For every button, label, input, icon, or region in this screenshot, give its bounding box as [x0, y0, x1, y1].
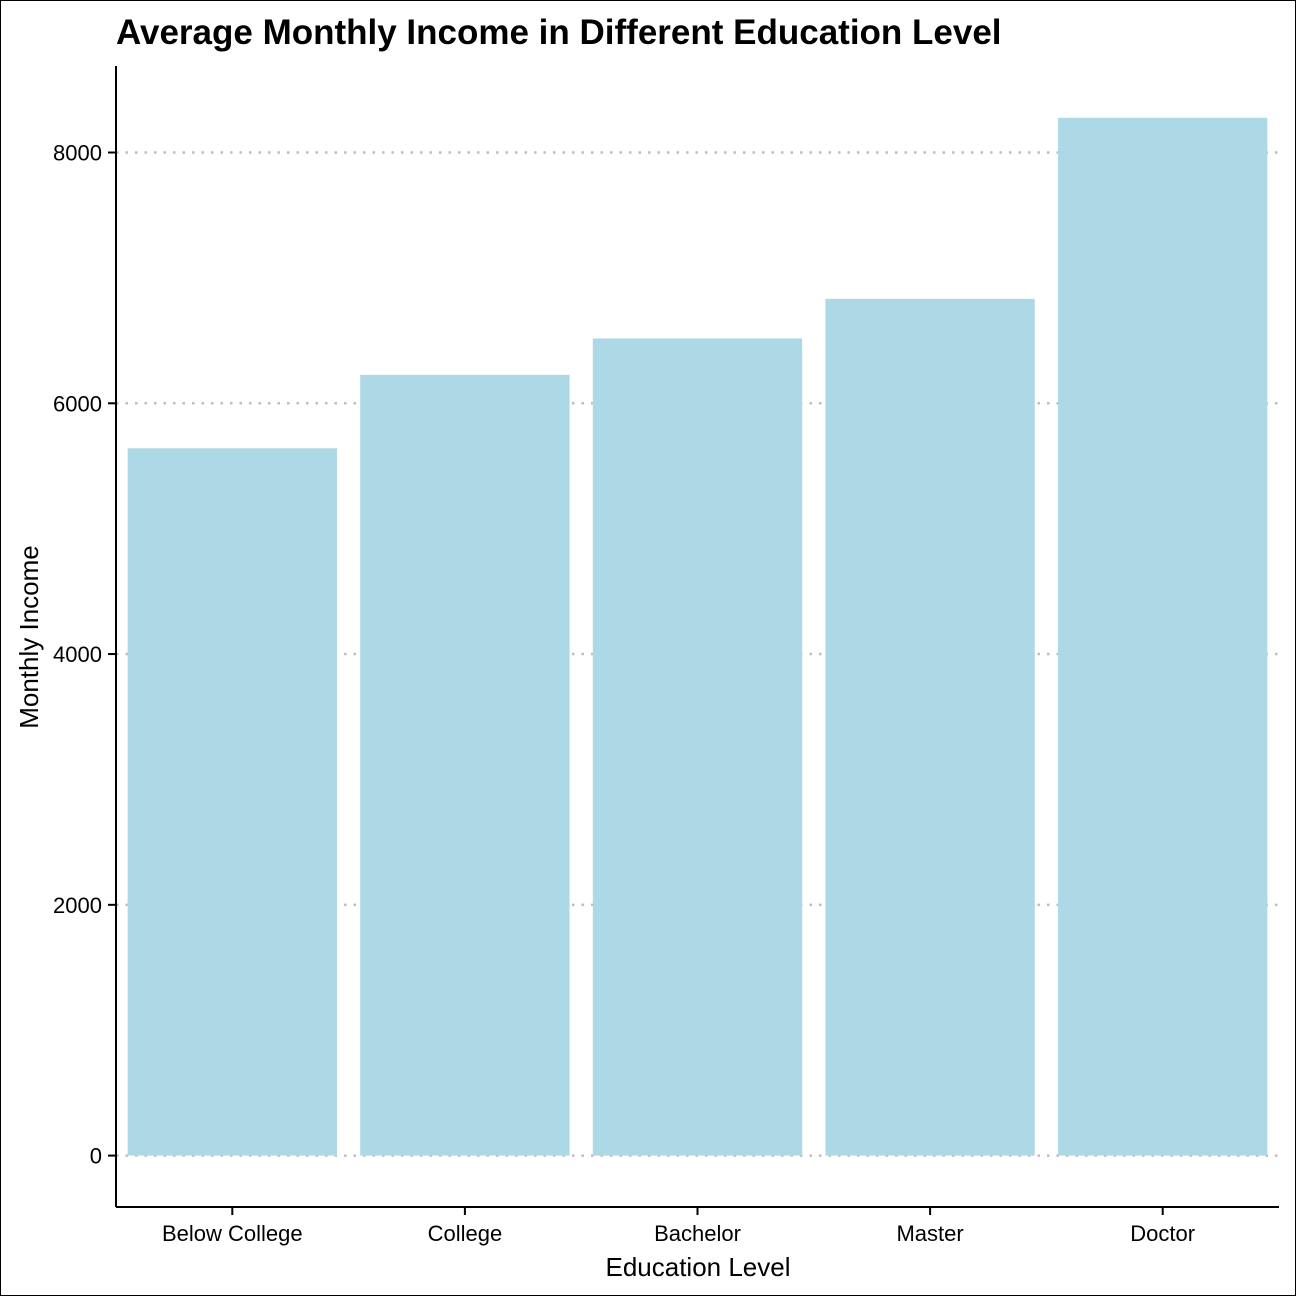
- bars: [127, 117, 1268, 1156]
- x-tick-label: Below College: [162, 1221, 303, 1246]
- y-tick-label: 8000: [53, 141, 102, 166]
- y-axis-ticks: 0 2000 4000 6000 8000: [53, 141, 116, 1169]
- bar-master: [825, 298, 1035, 1156]
- y-tick-label: 0: [90, 1144, 102, 1169]
- bar-doctor: [1058, 117, 1268, 1156]
- x-tick-label: Bachelor: [654, 1221, 741, 1246]
- bar-below-college: [127, 448, 337, 1156]
- x-axis-ticks: Below College College Bachelor Master Doctor: [162, 1207, 1195, 1246]
- x-tick-label: Master: [896, 1221, 963, 1246]
- x-axis-title: Education Level: [605, 1252, 790, 1282]
- y-tick-label: 6000: [53, 391, 102, 416]
- x-tick-label: College: [428, 1221, 503, 1246]
- bar-bachelor: [592, 338, 803, 1156]
- bar-college: [360, 374, 570, 1156]
- y-axis-title: Monthly Income: [14, 545, 44, 729]
- x-tick-label: Doctor: [1130, 1221, 1195, 1246]
- y-tick-label: 2000: [53, 893, 102, 918]
- chart-title: Average Monthly Income in Different Educ…: [116, 13, 1002, 52]
- y-tick-label: 4000: [53, 642, 102, 667]
